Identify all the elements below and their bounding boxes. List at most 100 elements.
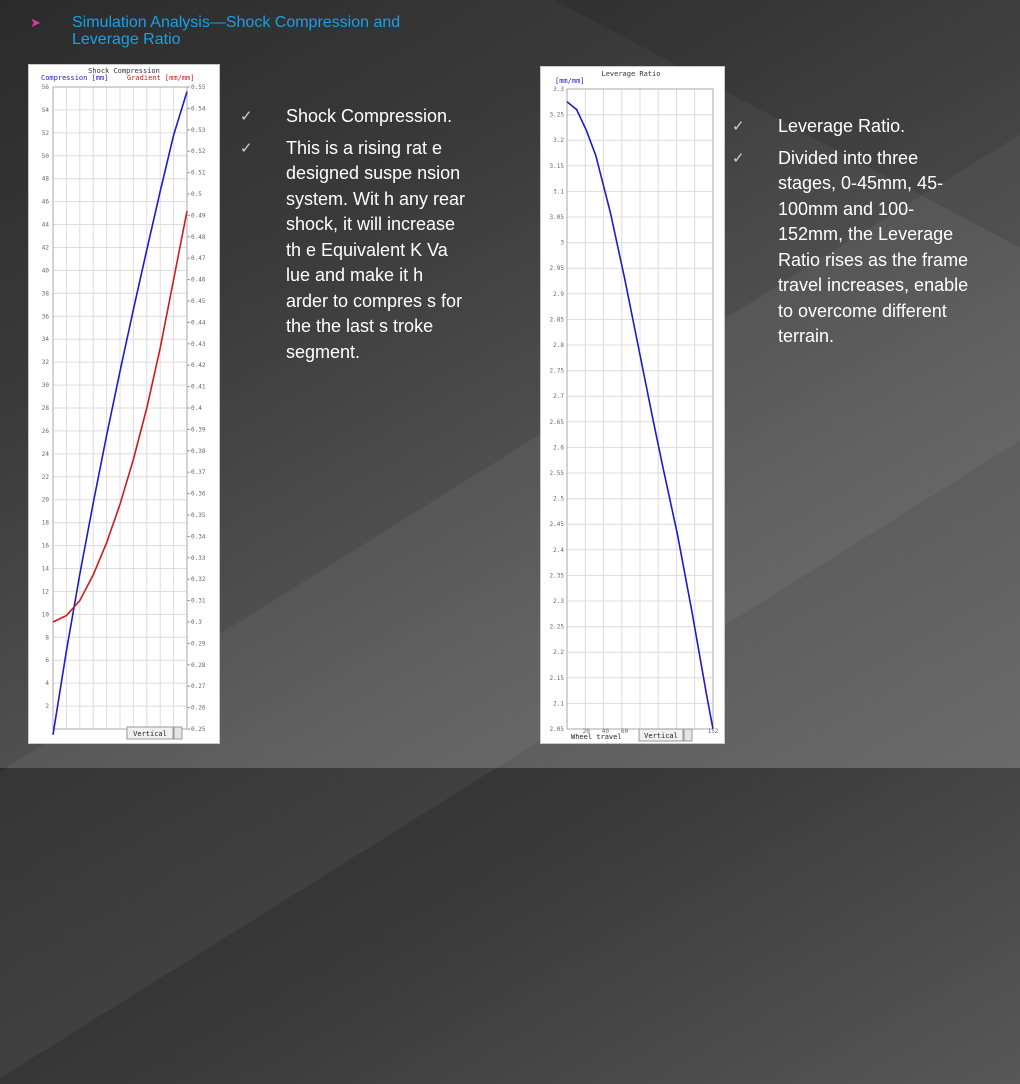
right-tick-label: 0.27 xyxy=(191,683,206,690)
bullet-text: Divided into three stages, 0-45mm, 45-10… xyxy=(778,147,969,347)
y-tick-label: 2.35 xyxy=(550,572,565,579)
y-tick-label: 22 xyxy=(42,474,50,481)
y-tick-label: 3.1 xyxy=(553,188,564,195)
bullet-item: ✓ Divided into three stages, 0-45mm, 45-… xyxy=(732,146,977,350)
shock-compression-chart: Shock Compression Compression [mm] Gradien… xyxy=(28,64,220,744)
y-tick-label: 8 xyxy=(45,634,49,641)
right-tick-label: 0.4 xyxy=(191,405,202,412)
vertical-dropdown xyxy=(638,728,684,742)
right-tick-label: 0.37 xyxy=(191,469,206,476)
right-tick-label: 0.43 xyxy=(191,341,206,348)
right-tick-label: 0.38 xyxy=(191,448,206,455)
y-tick-label: 20 xyxy=(42,497,50,504)
right-tick-label: 0.41 xyxy=(191,384,206,391)
y-tick-label: 28 xyxy=(42,405,50,412)
bullet-text: Leverage Ratio. xyxy=(778,116,906,136)
y-tick-label: 40 xyxy=(42,267,50,274)
right-tick-label: 0.46 xyxy=(191,277,206,284)
arrow-bullet-icon: ➤ xyxy=(30,15,41,30)
y-tick-label: 3.25 xyxy=(550,112,565,119)
title-line: Simulation Analysis—Shock Compression an… xyxy=(72,14,401,31)
y-tick-label: 44 xyxy=(42,222,50,229)
leverage-ratio-chart: Leverage Ratio [mm/mm] 2.05 2.1 2.15 2.2 2.25 2… xyxy=(540,66,725,744)
checkmark-icon: ✓ xyxy=(240,139,253,157)
right-tick-label: 0.25 xyxy=(191,726,206,733)
right-tick-label: 0.35 xyxy=(191,512,206,519)
checkmark-icon: ✓ xyxy=(732,149,745,167)
right-tick-label: 0.54 xyxy=(191,105,206,112)
y-tick-label: 2.9 xyxy=(553,291,564,298)
right-axis-label: Gradient [mm/mm] xyxy=(127,74,194,82)
y-tick-label: 10 xyxy=(42,611,50,618)
checkmark-icon: ✓ xyxy=(732,118,745,135)
spinner-icon xyxy=(683,728,693,742)
y-tick-label: 2.5 xyxy=(553,496,564,503)
x-tick-label: 60 xyxy=(621,728,629,735)
shock-text-block: ✓ Shock Compression. ✓ This is a rising … xyxy=(240,104,470,371)
y-tick-label: 4 xyxy=(45,680,49,687)
right-tick-label: 0.36 xyxy=(191,491,206,498)
y-tick-label: 2.85 xyxy=(550,316,565,323)
chart-title: Leverage Ratio xyxy=(601,70,660,78)
y-tick-label: 48 xyxy=(42,176,50,183)
y-tick-label: 2.4 xyxy=(553,547,564,554)
y-tick-label: 2.3 xyxy=(553,598,564,605)
y-tick-label: 46 xyxy=(42,199,50,206)
y-tick-label: 24 xyxy=(42,451,50,458)
right-tick-label: 0.33 xyxy=(191,555,206,562)
right-tick-label: 0.42 xyxy=(191,362,206,369)
series-line xyxy=(52,210,188,623)
bullet-item: ✓ Leverage Ratio. xyxy=(732,114,977,140)
right-tick-label: 0.39 xyxy=(191,426,206,433)
right-tick-label: 0.45 xyxy=(191,298,206,305)
y-tick-label: 30 xyxy=(42,382,50,389)
left-axis-label: [mm/mm] xyxy=(555,77,585,85)
y-tick-label: 2.05 xyxy=(550,726,565,733)
y-tick-label: 14 xyxy=(42,566,50,573)
right-tick-label: 0.31 xyxy=(191,598,206,605)
spinner-icon xyxy=(173,726,183,740)
y-tick-label: 2.55 xyxy=(550,470,565,477)
y-tick-label: 18 xyxy=(42,520,50,527)
right-tick-label: 0.53 xyxy=(191,127,206,134)
y-tick-label: 2.75 xyxy=(550,368,565,375)
y-tick-label: 2.95 xyxy=(550,265,565,272)
y-tick-label: 34 xyxy=(42,336,50,343)
y-tick-label: 12 xyxy=(42,588,50,595)
y-tick-label: 3.05 xyxy=(550,214,565,221)
chart-title: Shock Compression xyxy=(88,67,160,75)
right-tick-label: 0.29 xyxy=(191,640,206,647)
bullet-item: ✓ Shock Compression. xyxy=(240,104,470,130)
y-tick-label: 2.8 xyxy=(553,342,564,349)
right-tick-label: 0.44 xyxy=(191,319,206,326)
y-tick-label: 2.25 xyxy=(550,624,565,631)
y-tick-label: 52 xyxy=(42,130,50,137)
checkmark-icon: ✓ xyxy=(240,108,253,125)
right-tick-label: 0.55 xyxy=(191,84,206,91)
plot-frame xyxy=(52,86,188,730)
y-tick-label: 42 xyxy=(42,245,50,252)
y-tick-label: 3 xyxy=(560,240,564,247)
title-line: Leverage Ratio xyxy=(72,31,181,48)
y-tick-label: 2.1 xyxy=(553,700,564,707)
y-tick-label: 50 xyxy=(42,153,50,160)
vertical-dropdown-label: Vertical xyxy=(133,730,167,738)
right-tick-label: 0.34 xyxy=(191,533,206,540)
vertical-dropdown-label: Vertical xyxy=(644,732,678,740)
vertical-dropdown xyxy=(126,726,174,740)
x-tick-label: 20 xyxy=(583,728,591,735)
bullet-item: ✓ This is a rising rat e designed suspe … xyxy=(240,136,470,366)
right-tick-label: 0.51 xyxy=(191,170,206,177)
y-tick-label: 2.15 xyxy=(550,675,565,682)
right-tick-label: 0.52 xyxy=(191,148,206,155)
y-tick-label: 32 xyxy=(42,359,50,366)
y-tick-label: 2.7 xyxy=(553,393,564,400)
right-tick-label: 0.3 xyxy=(191,619,202,626)
series-line xyxy=(566,101,714,730)
y-tick-label: 2 xyxy=(45,703,49,710)
y-tick-label: 16 xyxy=(42,543,50,550)
bullet-text: This is a rising rat e designed suspe ns… xyxy=(286,137,466,362)
y-tick-label: 2.6 xyxy=(553,444,564,451)
right-tick-label: 0.32 xyxy=(191,576,206,583)
